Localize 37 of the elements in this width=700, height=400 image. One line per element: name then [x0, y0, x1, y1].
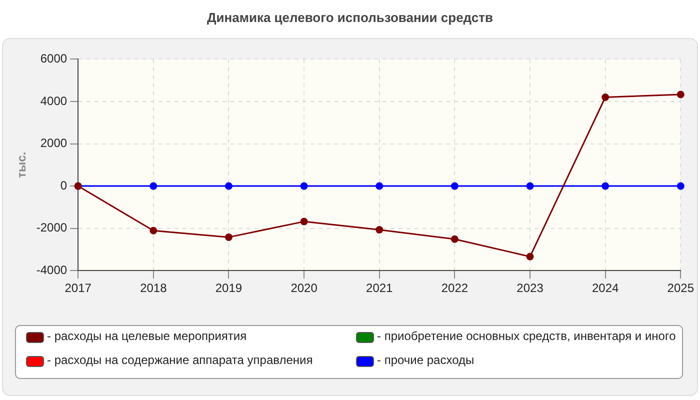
point — [224, 182, 232, 190]
x-tick-label: 2024 — [592, 281, 619, 296]
point — [376, 182, 384, 190]
point — [526, 252, 534, 260]
point — [300, 182, 308, 190]
y-tick-label: 4000 — [40, 94, 68, 108]
x-tick-label: 2020 — [290, 281, 318, 296]
point — [376, 226, 384, 234]
point — [450, 182, 458, 190]
y-axis-title: тыс. — [14, 152, 29, 178]
point — [602, 94, 610, 101]
point — [150, 226, 158, 234]
x-tick-label: 2019 — [215, 281, 242, 296]
x-tick-label: 2018 — [140, 281, 168, 296]
x-tick-label: 2023 — [516, 281, 544, 296]
y-tick-label: 2000 — [40, 136, 68, 150]
chart-title: Динамика целевого использовании средств — [206, 10, 494, 25]
point — [450, 235, 458, 243]
legend-label: - расходы на целевые мероприятия — [47, 329, 247, 343]
x-tick-label: 2021 — [366, 281, 394, 296]
point — [300, 218, 308, 226]
point — [150, 182, 158, 190]
legend-label: - прочие расходы — [377, 353, 474, 367]
y-tick-label: 0 — [60, 178, 68, 192]
x-tick-label: 2017 — [64, 281, 92, 296]
point — [676, 90, 684, 98]
legend-label: - приобретение основных средств, инвентаря и иного — [377, 329, 676, 343]
x-tick-label: 2022 — [441, 281, 468, 296]
y-tick-label: 6000 — [40, 52, 68, 66]
point — [526, 182, 534, 190]
y-tick-label: -2000 — [36, 220, 68, 235]
legend-label: - расходы на содержание аппарата управления — [47, 353, 313, 367]
y-tick-label: -4000 — [36, 262, 68, 277]
point — [676, 182, 684, 190]
point — [602, 182, 610, 190]
point — [224, 233, 232, 241]
x-tick-label: 2025 — [667, 281, 694, 296]
